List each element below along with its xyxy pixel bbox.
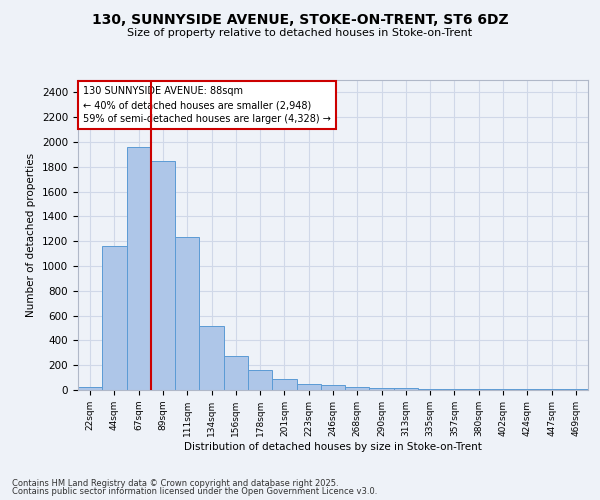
Text: Contains HM Land Registry data © Crown copyright and database right 2025.: Contains HM Land Registry data © Crown c… [12, 478, 338, 488]
Bar [394, 388, 418, 390]
Text: Size of property relative to detached houses in Stoke-on-Trent: Size of property relative to detached ho… [127, 28, 473, 38]
Bar [127, 147, 151, 390]
Bar [151, 160, 175, 390]
Y-axis label: Number of detached properties: Number of detached properties [26, 153, 37, 317]
Bar [175, 238, 199, 390]
Bar [418, 389, 442, 390]
Text: 130 SUNNYSIDE AVENUE: 88sqm
← 40% of detached houses are smaller (2,948)
59% of : 130 SUNNYSIDE AVENUE: 88sqm ← 40% of det… [83, 86, 331, 124]
Bar [78, 387, 102, 390]
Bar [102, 246, 127, 390]
Bar [370, 388, 394, 390]
Text: Contains public sector information licensed under the Open Government Licence v3: Contains public sector information licen… [12, 488, 377, 496]
X-axis label: Distribution of detached houses by size in Stoke-on-Trent: Distribution of detached houses by size … [184, 442, 482, 452]
Text: 130, SUNNYSIDE AVENUE, STOKE-ON-TRENT, ST6 6DZ: 130, SUNNYSIDE AVENUE, STOKE-ON-TRENT, S… [92, 12, 508, 26]
Bar [296, 384, 321, 390]
Bar [199, 326, 224, 390]
Bar [321, 385, 345, 390]
Bar [345, 387, 370, 390]
Bar [224, 356, 248, 390]
Bar [272, 379, 296, 390]
Bar [248, 370, 272, 390]
